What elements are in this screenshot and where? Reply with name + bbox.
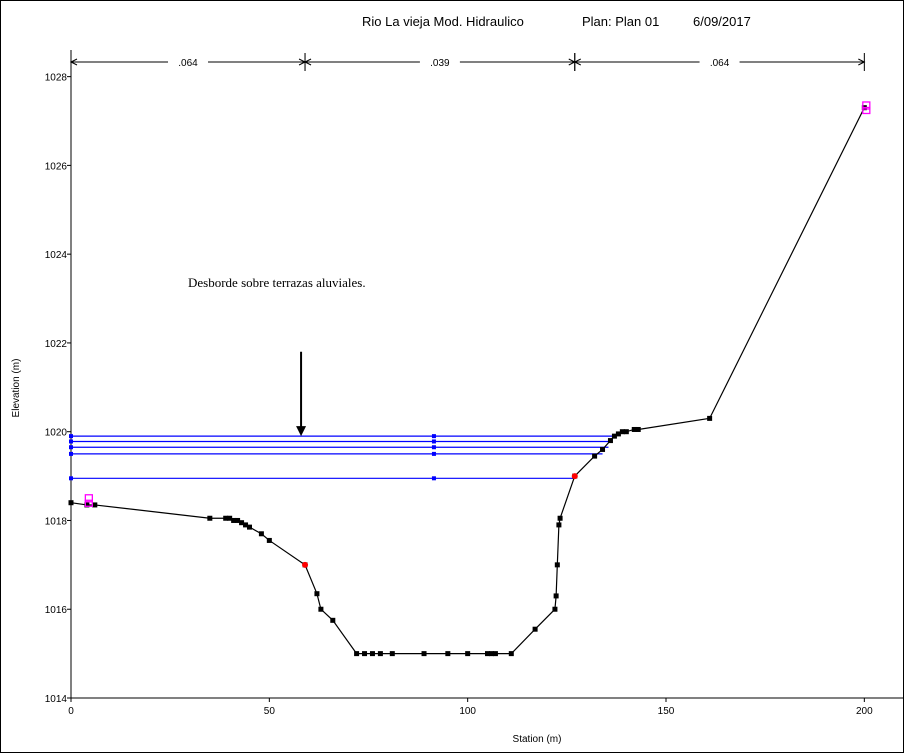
annotation-arrow-head [296, 426, 307, 437]
ground-point [330, 617, 336, 623]
water-surface-marker [431, 445, 436, 450]
ground-point [68, 500, 74, 506]
water-surface-marker [431, 451, 436, 456]
ground-point [377, 651, 383, 657]
ground-point [552, 606, 558, 612]
ground-point [465, 651, 471, 657]
mannings-n-label: .064 [178, 58, 198, 69]
y-tick-label: 1018 [45, 516, 68, 527]
ground-point [619, 429, 625, 435]
water-surface-marker [69, 439, 73, 444]
ground-point [421, 651, 427, 657]
y-tick-label: 1016 [45, 605, 68, 616]
x-tick-label: 100 [459, 706, 476, 717]
ground-point [389, 651, 395, 657]
y-tick-label: 1020 [45, 428, 68, 439]
ground-point [557, 515, 563, 521]
y-tick-label: 1028 [45, 73, 68, 84]
plot-area: 1014 1016 1018 1020 1022 1024 1026 1028 0 50 100 15… [45, 50, 904, 717]
ground-point [532, 626, 538, 632]
ground-point [239, 520, 245, 526]
overflow-annotation: Desborde sobre terrazas aluviales. [188, 275, 366, 290]
ground-point [592, 453, 598, 459]
y-tick-label: 1022 [45, 339, 68, 350]
y-tick-label: 1026 [45, 161, 68, 172]
mannings-n-arrow [858, 58, 866, 66]
x-tick-label: 150 [658, 706, 675, 717]
water-surface-marker [431, 476, 436, 481]
ground-point [243, 522, 249, 528]
ground-point [362, 651, 368, 657]
ground-point [611, 433, 617, 439]
mannings-n-arrow [573, 58, 581, 66]
y-axis-label: Elevation (m) [11, 359, 22, 418]
bank-station-point [571, 473, 578, 480]
chart-title: Rio La vieja Mod. Hidraulico [362, 14, 524, 29]
water-surface-marker [69, 434, 73, 439]
levee-marker [84, 494, 93, 503]
mannings-n-arrow [303, 58, 312, 66]
x-tick-label: 200 [856, 706, 873, 717]
ground-point [227, 515, 233, 521]
mannings-n-label: .064 [710, 58, 730, 69]
mannings-n-arrow [69, 58, 78, 66]
ground-point [235, 517, 241, 523]
ground-point [445, 651, 451, 657]
ground-point [508, 651, 514, 657]
ground-point [207, 515, 213, 521]
mannings-n-label: .039 [430, 58, 450, 69]
ground-point [635, 426, 641, 432]
ground-point [615, 431, 621, 437]
levee-marker [862, 101, 871, 110]
water-surface-marker [69, 451, 73, 456]
y-tick-label: 1014 [45, 694, 68, 705]
plan-date: 6/09/2017 [693, 14, 751, 29]
ground-point [231, 517, 237, 523]
ground-point [707, 415, 713, 421]
ground-point [623, 429, 629, 435]
ground-point [266, 537, 272, 543]
water-surface-marker [69, 476, 73, 481]
ground-point [492, 651, 498, 657]
ground-point [607, 438, 613, 444]
levee-marker [862, 106, 871, 115]
ground-point [92, 502, 98, 508]
levee-marker [84, 499, 93, 507]
ground-point [369, 651, 375, 657]
ground-point [631, 426, 637, 432]
x-axis-label: Station (m) [513, 734, 562, 745]
water-surface-marker [431, 434, 436, 439]
x-tick-label: 50 [264, 706, 276, 717]
ground-point [318, 606, 324, 612]
water-surface-marker [431, 439, 436, 444]
plan-label: Plan: Plan 01 [582, 14, 659, 29]
ground-point [247, 524, 252, 530]
ground-point [314, 591, 320, 597]
ground-point [485, 651, 490, 657]
water-surface-marker [69, 445, 73, 450]
ground-point [84, 502, 90, 508]
bank-station-point [302, 561, 309, 568]
ground-point [556, 522, 562, 528]
ground-point [488, 651, 494, 657]
ground-point [354, 651, 360, 657]
x-tick-label: 0 [68, 706, 74, 717]
y-tick-label: 1024 [45, 250, 68, 261]
ground-point [258, 531, 264, 537]
ground-point [223, 515, 229, 521]
ground-point [554, 562, 560, 568]
ground-point [553, 593, 559, 599]
ground-point [600, 446, 606, 452]
